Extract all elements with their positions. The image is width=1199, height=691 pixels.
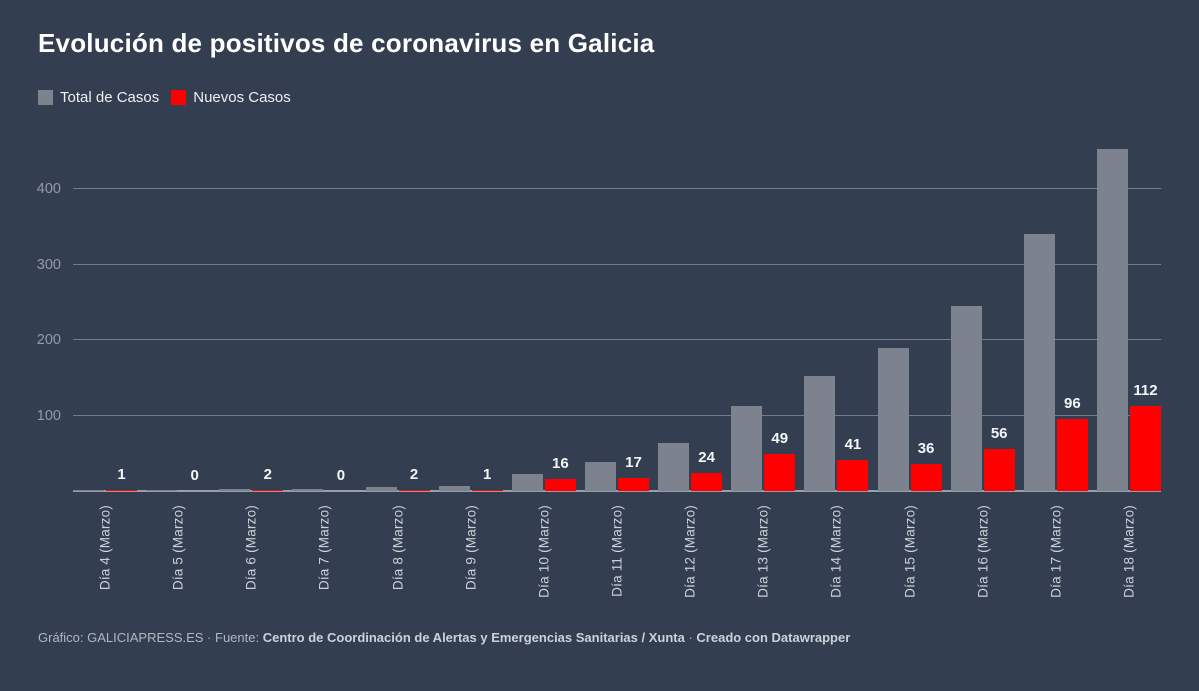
gridline-300 (73, 263, 1161, 265)
value-label: 41 (844, 436, 862, 454)
bar-group: 36 Día 15 (Marzo) (877, 140, 942, 598)
gridline-100 (73, 414, 1161, 416)
footer-datawrapper-link[interactable]: Creado con Datawrapper (696, 630, 851, 645)
new-cases-bar[interactable] (544, 478, 576, 491)
x-tick-label: Día 17 (Marzo) (1048, 505, 1064, 598)
value-label: 2 (263, 465, 272, 483)
x-tick-label: Día 4 (Marzo) (97, 505, 113, 591)
bar-group: 112 Día 18 (Marzo) (1096, 140, 1161, 598)
footer-credit: Gráfico: GALICIAPRESS.ES · Fuente: (38, 630, 263, 645)
footer-attribution: Gráfico: GALICIAPRESS.ES · Fuente: Centr… (38, 630, 850, 645)
footer-source: Centro de Coordinación de Alertas y Emer… (262, 630, 685, 645)
value-label: 0 (336, 467, 346, 484)
legend-item-total: Total de Casos (38, 89, 159, 106)
value-label: 1 (117, 466, 126, 483)
value-label: 24 (698, 448, 715, 466)
bar-groups: 1 Día 4 (Marzo) 0 Día 5 (Marzo) 2 Día 6 (Marz… (73, 140, 1161, 598)
x-tick-label: Día 7 (Marzo) (316, 505, 332, 591)
new-cases-bar[interactable] (106, 490, 137, 491)
total-cases-bar[interactable] (877, 348, 909, 491)
gridline-200 (73, 339, 1161, 340)
value-label: 96 (1063, 394, 1081, 412)
x-tick-label: Día 9 (Marzo) (463, 505, 479, 591)
x-tick-label: Día 18 (Marzo) (1121, 505, 1137, 598)
bar-group: 41 Día 14 (Marzo) (804, 140, 869, 598)
legend-swatch-total-icon (38, 90, 53, 105)
y-tick-label: 200 (36, 332, 61, 348)
bar-group: 1 Día 4 (Marzo) (73, 140, 137, 590)
total-cases-bar[interactable] (511, 474, 543, 491)
legend-swatch-nuevos-icon (171, 90, 187, 105)
y-tick-label: 100 (36, 407, 61, 424)
legend-label-nuevos: Nuevos Casos (193, 89, 291, 106)
new-cases-bar[interactable] (617, 478, 649, 491)
total-cases-bar[interactable] (658, 443, 690, 491)
bar-group: 0 Día 5 (Marzo) (146, 140, 210, 590)
new-cases-bar[interactable] (1129, 406, 1161, 491)
total-cases-bar[interactable] (292, 488, 324, 491)
total-cases-bar[interactable] (438, 486, 470, 491)
value-label: 56 (990, 424, 1008, 442)
gridline-400 (73, 188, 1161, 189)
total-cases-bar[interactable] (1023, 233, 1055, 491)
total-cases-bar[interactable] (950, 306, 982, 491)
value-label: 2 (409, 465, 419, 483)
total-cases-bar[interactable] (146, 490, 178, 491)
bar-group: 0 Día 7 (Marzo) (292, 140, 356, 590)
bar-group: 49 Día 13 (Marzo) (731, 140, 796, 598)
value-label: 16 (552, 454, 569, 472)
x-tick-label: Día 15 (Marzo) (902, 505, 918, 598)
total-cases-bar[interactable] (73, 490, 104, 491)
bar-group: 2 Día 8 (Marzo) (365, 140, 430, 590)
value-label: 112 (1133, 382, 1158, 400)
bar-group: 17 Día 11 (Marzo) (584, 140, 649, 597)
plot-area: 100 200 300 400 1 Día 4 (Marzo) 0 Día 5 (Marzo)… (37, 140, 1161, 598)
x-tick-label: Día 6 (Marzo) (243, 505, 259, 591)
value-label: 1 (483, 466, 492, 483)
value-label: 17 (625, 454, 642, 472)
legend-item-nuevos: Nuevos Casos (171, 89, 291, 106)
x-axis-line (73, 490, 1161, 492)
x-tick-label: Día 14 (Marzo) (828, 505, 844, 598)
value-label: 0 (190, 467, 199, 484)
total-cases-bar[interactable] (365, 487, 397, 491)
bar-group: 16 Día 10 (Marzo) (511, 140, 576, 598)
new-cases-bar[interactable] (837, 460, 869, 491)
x-tick-label: Día 5 (Marzo) (170, 505, 186, 591)
new-cases-bar[interactable] (764, 454, 796, 491)
new-cases-bar[interactable] (691, 472, 723, 491)
value-label: 49 (771, 430, 789, 448)
footer-separator: · (684, 630, 697, 645)
x-tick-label: Día 16 (Marzo) (975, 505, 991, 598)
new-cases-bar[interactable] (983, 448, 1015, 491)
y-tick-label: 400 (36, 181, 61, 197)
legend: Total de Casos Nuevos Casos (38, 89, 291, 106)
new-cases-bar[interactable] (910, 463, 942, 491)
x-tick-label: Día 12 (Marzo) (682, 505, 698, 598)
x-tick-label: Día 10 (Marzo) (536, 505, 552, 598)
total-cases-bar[interactable] (219, 488, 251, 491)
bar-group: 24 Día 12 (Marzo) (658, 140, 723, 598)
x-tick-label: Día 11 (Marzo) (609, 505, 625, 597)
total-cases-bar[interactable] (804, 375, 836, 491)
total-cases-bar[interactable] (584, 461, 616, 491)
new-cases-bar[interactable] (398, 489, 430, 491)
value-label: 36 (917, 439, 935, 457)
new-cases-bar[interactable] (252, 489, 284, 491)
bar-group: 1 Día 9 (Marzo) (438, 140, 503, 590)
y-tick-label: 300 (36, 256, 61, 273)
x-tick-label: Día 8 (Marzo) (390, 505, 406, 591)
bar-group: 96 Día 17 (Marzo) (1023, 140, 1088, 598)
legend-label-total: Total de Casos (60, 89, 160, 106)
new-cases-bar[interactable] (471, 490, 503, 491)
bar-group: 2 Día 6 (Marzo) (219, 140, 284, 590)
new-cases-bar[interactable] (1056, 418, 1088, 491)
bar-group: 56 Día 16 (Marzo) (950, 140, 1015, 598)
total-cases-bar[interactable] (1096, 149, 1128, 491)
total-cases-bar[interactable] (731, 406, 763, 491)
x-tick-label: Día 13 (Marzo) (755, 505, 771, 598)
chart-title: Evolución de positivos de coronavirus en… (38, 28, 655, 58)
